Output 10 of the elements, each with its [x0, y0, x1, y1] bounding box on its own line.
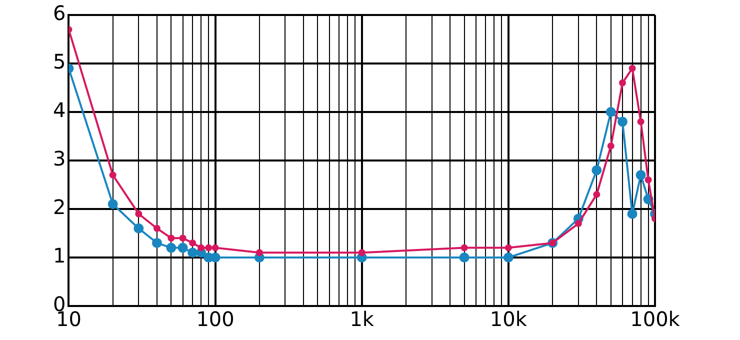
y-tick-label: 4: [52, 98, 66, 122]
x-tick-label: 10k: [490, 307, 528, 332]
y-tick-label: 5: [52, 50, 66, 74]
y-tick-label: 3: [52, 146, 66, 171]
y-tick-label: 6: [52, 1, 66, 26]
x-tick-label: 100k: [630, 307, 680, 332]
x-tick-label: 1k: [350, 307, 374, 332]
x-tick-label: 100: [196, 307, 234, 332]
y-tick-label: 1: [52, 244, 66, 268]
y-tick-label: 2: [52, 195, 66, 220]
